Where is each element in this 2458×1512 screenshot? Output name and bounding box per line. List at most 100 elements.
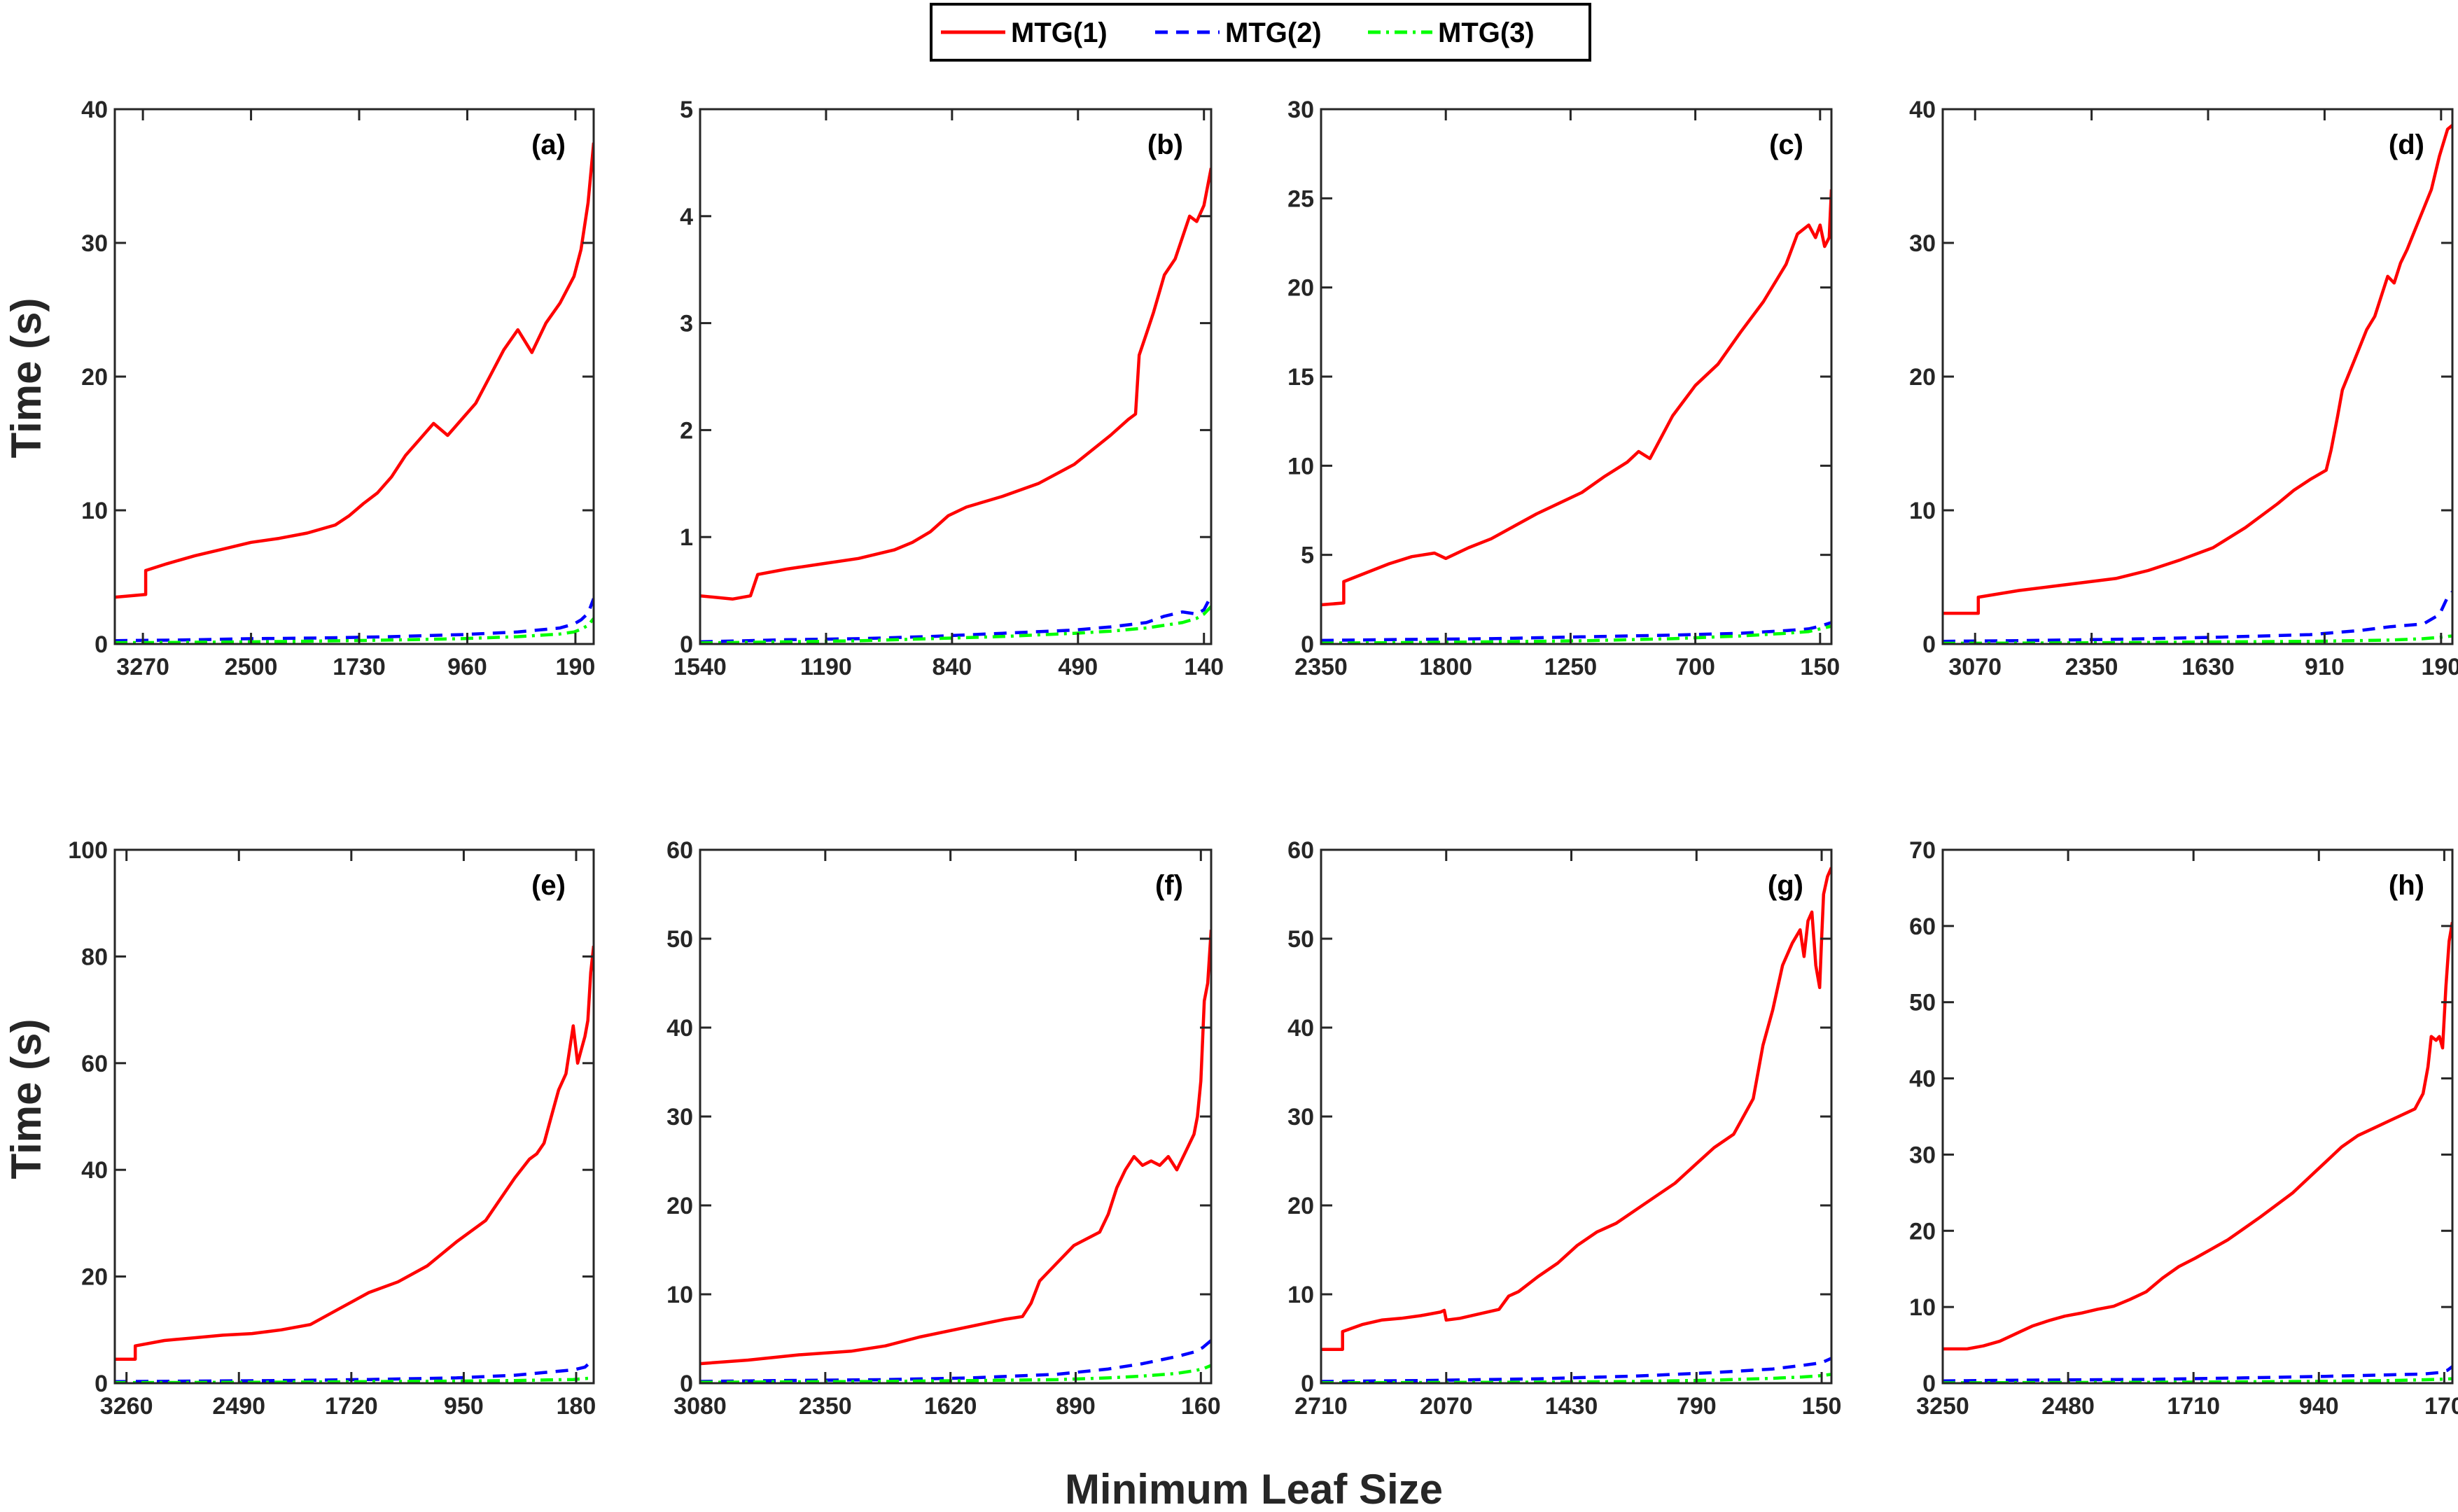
panel-c-ytick-label: 25 <box>1287 186 1314 212</box>
panel-e-ytick-label: 0 <box>95 1371 108 1397</box>
panel-b-ytick-label: 2 <box>680 417 693 444</box>
panel-f-ytick-label: 60 <box>666 837 693 864</box>
panel-g-xtick-label: 2710 <box>1294 1393 1348 1420</box>
legend-label-mtg1: MTG(1) <box>1011 18 1108 48</box>
panel-c-ytick-label: 20 <box>1287 275 1314 302</box>
panel-g-series-mtg1 <box>1321 867 1831 1351</box>
panel-e-xtick-label: 950 <box>444 1393 484 1420</box>
panel-h-ytick-label: 20 <box>1909 1218 1936 1245</box>
panel-b-ytick-label: 3 <box>680 311 693 337</box>
y-axis-label-top: Time (s) <box>3 298 50 458</box>
panel-f: 0 10 20 30 40 50 60 3080 2350 1620 890 160 (f) <box>666 837 1220 1420</box>
panel-g-ytick-label: 40 <box>1287 1015 1314 1042</box>
panel-d-xtick-label: 910 <box>2305 654 2345 680</box>
panel-c-ytick-label: 10 <box>1287 453 1314 479</box>
panel-g-ytick-label: 0 <box>1301 1371 1314 1397</box>
panel-h-ytick-label: 10 <box>1909 1294 1936 1321</box>
panel-a: 0 10 20 30 40 3270 2500 1730 960 190 (a) <box>81 97 595 680</box>
panel-d-series-mtg2 <box>1943 590 2452 643</box>
panel-d-ytick-label: 0 <box>1922 631 1936 658</box>
panel-h-axes-box <box>1941 848 2454 1385</box>
panel-c-ytick-label: 30 <box>1287 97 1314 123</box>
panel-d: 0 10 20 30 40 3070 2350 1630 910 190 (d) <box>1909 97 2458 680</box>
panel-h-ytick-label: 70 <box>1909 837 1936 864</box>
panel-a-xtick-label: 190 <box>556 654 596 680</box>
panel-e-ytick-label: 40 <box>81 1157 108 1184</box>
panel-a-xtick-label: 2500 <box>225 654 278 680</box>
x-axis-label: Minimum Leaf Size <box>1065 1466 1443 1512</box>
panel-g-xtick-label: 790 <box>1677 1393 1717 1420</box>
panel-d-ytick-label: 20 <box>1909 364 1936 391</box>
panel-a-ytick-label: 20 <box>81 364 108 391</box>
panel-c-ytick-label: 15 <box>1287 364 1314 391</box>
panel-a-xtick-label: 960 <box>447 654 487 680</box>
panel-a-ytick-label: 30 <box>81 230 108 257</box>
panel-h-xtick-label: 170 <box>2424 1393 2458 1420</box>
panel-h-ytick-label: 60 <box>1909 913 1936 940</box>
panel-e-ytick-label: 20 <box>81 1264 108 1291</box>
panel-e-series-mtg2 <box>115 1358 594 1383</box>
panel-a-ytick-label: 40 <box>81 97 108 123</box>
panel-h-xtick-label: 940 <box>2299 1393 2339 1420</box>
panel-f-series-mtg1 <box>700 930 1211 1366</box>
panel-a-label: (a) <box>531 130 566 160</box>
panel-b-series-mtg3 <box>700 605 1211 644</box>
panel-d-ytick-label: 30 <box>1909 230 1936 257</box>
panel-d-xtick-label: 190 <box>2421 654 2458 680</box>
panel-c-ytick-label: 5 <box>1301 542 1314 569</box>
panel-h-series-mtg3 <box>1943 1377 2452 1383</box>
panel-f-series-mtg2 <box>700 1339 1211 1383</box>
panel-a-ytick-label: 0 <box>95 631 108 658</box>
panel-g: 0 10 20 30 40 50 60 2710 2070 1430 790 150 (g) <box>1287 837 1841 1420</box>
panel-a-series-mtg3 <box>115 617 594 644</box>
panel-e-xtick-label: 180 <box>557 1393 596 1420</box>
panel-g-ytick-label: 60 <box>1287 837 1314 864</box>
panel-h-xtick-label: 3250 <box>1916 1393 1969 1420</box>
panel-d-series-mtg3 <box>1943 634 2452 644</box>
panel-g-xtick-label: 150 <box>1802 1393 1842 1420</box>
panel-d-xtick-label: 2350 <box>2065 654 2118 680</box>
panel-a-series-mtg2 <box>115 598 594 643</box>
panel-h-ytick-label: 30 <box>1909 1142 1936 1168</box>
panel-b-axes-box <box>699 108 1213 645</box>
legend-label-mtg3: MTG(3) <box>1438 18 1535 48</box>
panel-f-ytick-label: 40 <box>666 1015 693 1042</box>
legend: MTG(1) MTG(2) MTG(3) <box>930 3 1591 62</box>
panel-f-xtick-label: 890 <box>1056 1393 1096 1420</box>
panel-a-series-mtg1 <box>115 142 594 599</box>
panel-f-ytick-label: 50 <box>666 926 693 953</box>
panel-e-label: (e) <box>531 870 566 901</box>
panel-g-ytick-label: 30 <box>1287 1104 1314 1130</box>
panel-h-ytick-label: 50 <box>1909 990 1936 1016</box>
panel-g-ytick-label: 20 <box>1287 1193 1314 1219</box>
panel-h: 0 10 20 30 40 50 60 70 3250 2480 1710 940 170 (h) <box>1909 837 2458 1420</box>
panel-d-label: (d) <box>2389 130 2424 160</box>
panel-b-ytick-label: 4 <box>680 204 693 230</box>
panel-c-ytick-label: 0 <box>1301 631 1314 658</box>
panel-g-label: (g) <box>1768 870 1803 901</box>
panel-h-ytick-label: 0 <box>1922 1371 1936 1397</box>
panel-b: 0 1 2 3 4 5 1540 1190 840 490 140 (b) <box>673 97 1224 680</box>
panel-b-ytick-label: 5 <box>680 97 693 123</box>
panel-b-xtick-label: 490 <box>1058 654 1098 680</box>
panel-f-xtick-label: 160 <box>1181 1393 1221 1420</box>
panel-f-label: (f) <box>1155 870 1183 901</box>
panel-f-ytick-label: 0 <box>680 1371 693 1397</box>
panel-h-label: (h) <box>2389 870 2424 901</box>
panel-g-series-mtg2 <box>1321 1357 1831 1383</box>
panel-h-xtick-label: 1710 <box>2167 1393 2220 1420</box>
panel-d-series-mtg1 <box>1943 124 2452 615</box>
panel-g-ytick-label: 10 <box>1287 1282 1314 1308</box>
panel-e-ytick-label: 80 <box>81 944 108 970</box>
panel-f-xtick-label: 1620 <box>924 1393 977 1420</box>
panel-b-xtick-label: 1190 <box>800 654 852 680</box>
panel-c-xtick-label: 150 <box>1800 654 1840 680</box>
panel-e-ytick-label: 100 <box>68 837 108 864</box>
panel-a-xtick-label: 3270 <box>116 654 169 680</box>
panel-a-ytick-label: 10 <box>81 498 108 524</box>
y-axis-label-bottom: Time (s) <box>3 1019 50 1180</box>
panel-b-xtick-label: 140 <box>1184 654 1224 680</box>
panel-g-ytick-label: 50 <box>1287 926 1314 953</box>
